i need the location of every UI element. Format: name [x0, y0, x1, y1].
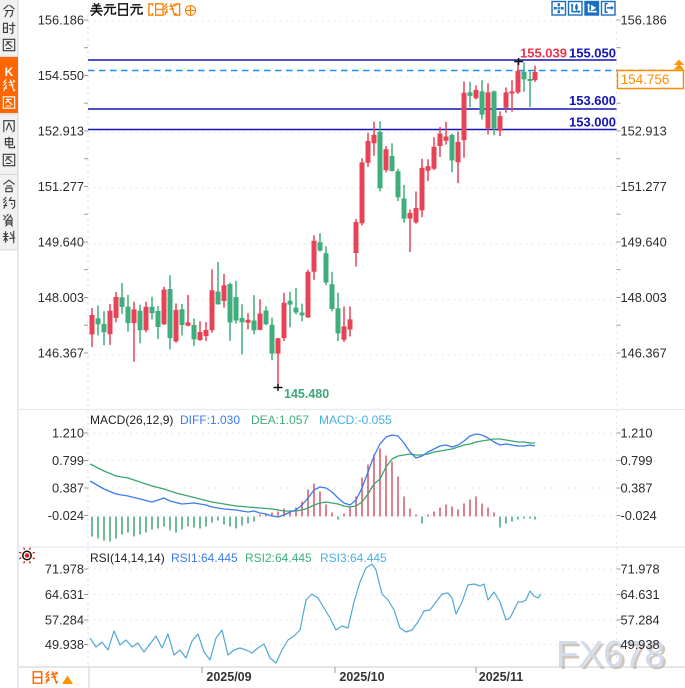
svg-text:RSI3:64.445: RSI3:64.445 [320, 551, 387, 565]
svg-text:152.913: 152.913 [621, 123, 667, 138]
svg-text:148.003: 148.003 [621, 290, 667, 305]
svg-text:64.631: 64.631 [45, 587, 84, 602]
svg-text:0.387: 0.387 [621, 480, 653, 495]
svg-text:57.284: 57.284 [621, 612, 660, 627]
svg-text:49.938: 49.938 [45, 637, 84, 652]
svg-text:MACD(26,12,9): MACD(26,12,9) [90, 413, 173, 427]
svg-text:1.210: 1.210 [621, 425, 653, 440]
svg-text:156.186: 156.186 [621, 12, 667, 27]
svg-text:2025/09: 2025/09 [206, 670, 251, 684]
svg-text:DIFF:1.030: DIFF:1.030 [180, 413, 240, 427]
svg-text:49.938: 49.938 [621, 637, 660, 652]
svg-text:71.978: 71.978 [621, 561, 660, 576]
svg-text:152.913: 152.913 [38, 123, 84, 138]
svg-text:-0.024: -0.024 [48, 508, 84, 523]
svg-text:K: K [5, 65, 14, 79]
svg-text:-0.024: -0.024 [621, 508, 657, 523]
svg-text:DEA:1.057: DEA:1.057 [251, 413, 309, 427]
svg-text:149.640: 149.640 [38, 234, 84, 249]
svg-text:146.367: 146.367 [621, 345, 667, 360]
svg-text:155.050: 155.050 [569, 46, 616, 61]
svg-text:0.799: 0.799 [621, 453, 653, 468]
svg-text:146.367: 146.367 [38, 345, 84, 360]
svg-text:153.000: 153.000 [569, 115, 616, 130]
svg-text:RSI1:64.445: RSI1:64.445 [171, 551, 238, 565]
svg-text:149.640: 149.640 [621, 234, 667, 249]
svg-text:148.003: 148.003 [38, 290, 84, 305]
svg-text:2025/10: 2025/10 [339, 670, 384, 684]
svg-text:0.387: 0.387 [52, 480, 84, 495]
svg-text:153.600: 153.600 [569, 93, 616, 108]
svg-text:FX678: FX678 [559, 636, 668, 677]
svg-text:1.210: 1.210 [52, 425, 84, 440]
svg-text:156.186: 156.186 [38, 12, 84, 27]
svg-text:FX678: FX678 [556, 634, 665, 675]
svg-text:MACD:-0.055: MACD:-0.055 [319, 413, 392, 427]
svg-text:154.756: 154.756 [621, 72, 670, 87]
svg-text:151.277: 151.277 [621, 179, 667, 194]
svg-text:57.284: 57.284 [45, 612, 84, 627]
svg-text:0.799: 0.799 [52, 453, 84, 468]
svg-text:154.550: 154.550 [38, 68, 84, 83]
svg-text:2025/11: 2025/11 [479, 670, 524, 684]
svg-text:151.277: 151.277 [38, 179, 84, 194]
svg-text:RSI(14,14,14): RSI(14,14,14) [90, 551, 165, 565]
svg-text:71.978: 71.978 [45, 561, 84, 576]
svg-text:145.480: 145.480 [284, 387, 329, 401]
svg-text:64.631: 64.631 [621, 587, 660, 602]
svg-text:155.039: 155.039 [520, 46, 567, 61]
svg-text:RSI2:64.445: RSI2:64.445 [245, 551, 312, 565]
